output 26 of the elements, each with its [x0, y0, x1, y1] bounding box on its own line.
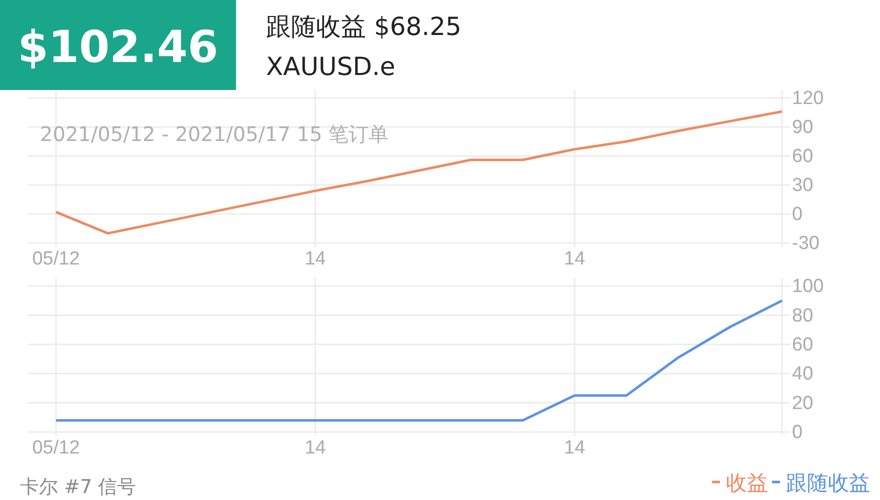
x-tick-label: 14: [564, 248, 586, 270]
y-tick-label: 20: [792, 392, 814, 414]
annotation: 2021/05/12 - 2021/05/17 15 笔订单: [40, 122, 389, 146]
chart-subtitle: 跟随收益 $68.25: [266, 12, 462, 41]
y-tick-label: 90: [792, 117, 814, 138]
chart-title: $102.46: [18, 22, 218, 73]
x-tick-label: 14: [304, 248, 326, 270]
x-tick-label: 05/12: [32, 437, 80, 458]
y-tick-label: 40: [792, 364, 814, 385]
legend-label: 收益: [726, 471, 768, 495]
y-tick-label: 60: [792, 146, 814, 168]
text: XAUUSD.e: [266, 52, 396, 81]
x-tick-label: 14: [304, 437, 326, 458]
y-tick-label: 120: [792, 88, 824, 110]
x-tick-label: 14: [564, 437, 586, 458]
text: 卡尔 #7 信号: [20, 476, 136, 498]
y-tick-label: 0: [792, 422, 803, 444]
y-tick-label: 0: [792, 204, 803, 226]
line-series: [54, 299, 784, 422]
y-tick-label: 100: [792, 276, 824, 298]
y-tick-label: 60: [792, 334, 814, 356]
y-tick-label: -30: [792, 233, 820, 254]
y-tick-label: 80: [792, 305, 814, 326]
legend-label: 跟随收益: [786, 471, 870, 495]
x-tick-label: 05/12: [32, 248, 80, 270]
y-tick-label: 30: [792, 175, 814, 196]
